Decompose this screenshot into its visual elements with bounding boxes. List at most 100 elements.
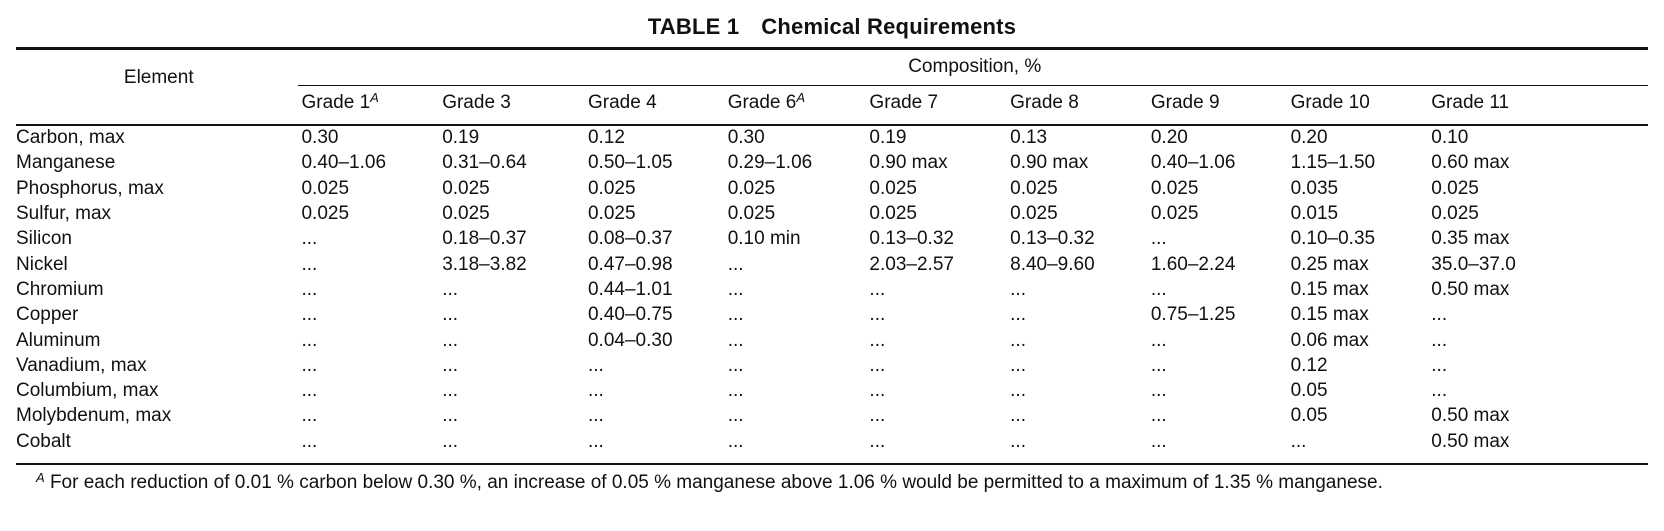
composition-value-cell: ... xyxy=(1431,380,1448,402)
composition-value-cell: 35.0–37.0 xyxy=(1431,253,1516,275)
top-rule xyxy=(16,47,1648,50)
composition-value-cell: 0.10 min xyxy=(727,228,801,250)
composition-value-cell: 0.35 max xyxy=(1431,228,1510,250)
grade-name: Grade 4 xyxy=(587,92,657,113)
table-row: Columbium, max..................... 0.05.… xyxy=(16,378,1648,403)
composition-value-cell: ... xyxy=(587,354,604,376)
composition-header: Composition, % xyxy=(908,56,1042,77)
composition-value-cell: 0.025 xyxy=(727,203,776,225)
composition-value-cell: 0.05 xyxy=(1290,380,1328,402)
composition-value-cell: 0.15 max xyxy=(1290,304,1369,326)
composition-value-cell: ... xyxy=(442,380,459,402)
composition-value-cell: 0.50 max xyxy=(1431,278,1510,300)
composition-value-cell: 0.50–1.05 xyxy=(587,152,673,174)
table-row: Molybdenum, max..................... 0.05… xyxy=(16,403,1648,428)
element-name-cell: Nickel xyxy=(16,253,68,275)
composition-value-cell: ... xyxy=(1431,329,1448,351)
composition-value-cell: 0.12 xyxy=(587,127,625,149)
composition-value-cell: 0.18–0.37 xyxy=(442,228,527,250)
grade-name: Grade 10 xyxy=(1290,92,1370,113)
composition-value-cell: 0.025 xyxy=(1431,203,1479,225)
composition-value-cell: 2.03–2.57 xyxy=(869,253,954,275)
grade-header: Grade 9 xyxy=(1151,84,1291,122)
composition-value-cell: 0.025 xyxy=(1431,177,1479,199)
composition-value-cell: 0.20 xyxy=(1150,127,1188,149)
composition-value-cell: 0.10–0.35 xyxy=(1290,228,1376,250)
composition-value-cell: 8.40–9.60 xyxy=(1010,253,1095,275)
composition-value-cell: 0.025 xyxy=(727,177,776,199)
grade-header: Grade 3 xyxy=(442,84,588,122)
composition-value-cell: ... xyxy=(442,430,459,452)
composition-value-cell: ... xyxy=(1010,304,1026,326)
grade-footnote-marker: A xyxy=(370,90,379,105)
composition-value-cell: 0.15 max xyxy=(1290,278,1369,300)
composition-value-cell: 1.15–1.50 xyxy=(1290,152,1376,174)
composition-value-cell: 0.13–0.32 xyxy=(869,228,954,250)
composition-value-cell: ... xyxy=(301,253,318,275)
table-row: Sulfur, max 0.025 0.025 0.025 0.025 0.025 0.02… xyxy=(16,201,1648,226)
composition-value-cell: 0.90 max xyxy=(1010,152,1089,174)
footnote-text: For each reduction of 0.01 % carbon belo… xyxy=(49,472,1383,493)
composition-value-cell: ... xyxy=(727,329,744,351)
grade-header-row: Grade 1A Grade 3 Grade 4 Grade 6A Grade 7 Gra… xyxy=(16,84,1648,122)
composition-value-cell: ... xyxy=(1010,329,1026,351)
composition-value-cell: ... xyxy=(442,278,459,300)
header-rule xyxy=(16,124,1648,126)
table-body: Carbon, max 0.30 0.19 0.12 0.30 0.19 0.13 0.20 0… xyxy=(16,122,1648,454)
composition-value-cell: 0.50 max xyxy=(1431,430,1510,452)
composition-value-cell: ... xyxy=(1150,430,1167,452)
composition-value-cell: 0.04–0.30 xyxy=(587,329,673,351)
composition-value-cell: 0.025 xyxy=(442,203,490,225)
composition-value-cell: ... xyxy=(1150,329,1167,351)
composition-value-cell: ... xyxy=(727,278,744,300)
composition-value-cell: 0.025 xyxy=(869,177,917,199)
table-row: Chromium...... 0.44–1.01............ 0.15 … xyxy=(16,277,1648,302)
composition-value-cell: ... xyxy=(301,228,318,250)
composition-value-cell: 0.90 max xyxy=(869,152,948,174)
composition-value-cell: 0.30 xyxy=(301,127,339,149)
composition-value-cell: ... xyxy=(869,380,886,402)
composition-value-cell: 0.025 xyxy=(442,177,490,199)
composition-value-cell: ... xyxy=(1290,430,1307,452)
element-name-cell: Manganese xyxy=(16,152,116,174)
composition-value-cell: 0.025 xyxy=(1150,203,1199,225)
grade-header: Grade 11 xyxy=(1431,84,1648,122)
composition-value-cell: ... xyxy=(442,354,459,376)
table-row: Vanadium, max..................... 0.12..… xyxy=(16,353,1648,378)
composition-value-cell: ... xyxy=(301,304,318,326)
composition-value-cell: 0.75–1.25 xyxy=(1150,304,1236,326)
composition-value-cell: 0.025 xyxy=(869,203,917,225)
composition-value-cell: 0.31–0.64 xyxy=(442,152,527,174)
grade-name: Grade 6 xyxy=(727,92,797,113)
composition-value-cell: 0.40–1.06 xyxy=(301,152,387,174)
composition-value-cell: ... xyxy=(442,405,459,427)
element-name-cell: Copper xyxy=(16,304,79,326)
composition-value-cell: 0.13–0.32 xyxy=(1010,228,1095,250)
grade-name: Grade 3 xyxy=(442,92,511,113)
table-row: Aluminum...... 0.04–0.30............ 0.06 … xyxy=(16,327,1648,352)
element-name-cell: Carbon, max xyxy=(16,127,125,149)
table-title: TABLE 1 Chemical Requirements xyxy=(0,14,1664,40)
composition-value-cell: ... xyxy=(727,380,744,402)
composition-value-cell: 0.19 xyxy=(869,127,907,149)
composition-value-cell: 0.40–1.06 xyxy=(1150,152,1236,174)
table-footnote: A For each reduction of 0.01 % carbon be… xyxy=(36,470,1383,494)
table-caption: Chemical Requirements xyxy=(761,14,1017,39)
composition-value-cell: 0.47–0.98 xyxy=(587,253,673,275)
composition-value-cell: 0.19 xyxy=(442,127,480,149)
composition-value-cell: 0.025 xyxy=(587,177,636,199)
composition-value-cell: ... xyxy=(869,354,886,376)
composition-value-cell: ... xyxy=(1010,278,1026,300)
composition-value-cell: 0.06 max xyxy=(1290,329,1369,351)
composition-value-cell: ... xyxy=(301,329,318,351)
composition-value-cell: 0.20 xyxy=(1290,127,1328,149)
composition-value-cell: ... xyxy=(587,405,604,427)
composition-value-cell: 0.30 xyxy=(727,127,765,149)
grade-header: Grade 6A xyxy=(728,84,870,122)
composition-value-cell: ... xyxy=(301,430,318,452)
element-column-header: Element xyxy=(123,67,194,88)
composition-value-cell: ... xyxy=(869,430,886,452)
composition-value-cell: ... xyxy=(1150,380,1167,402)
grade-header: Grade 10 xyxy=(1291,84,1432,122)
composition-value-cell: ... xyxy=(301,380,318,402)
